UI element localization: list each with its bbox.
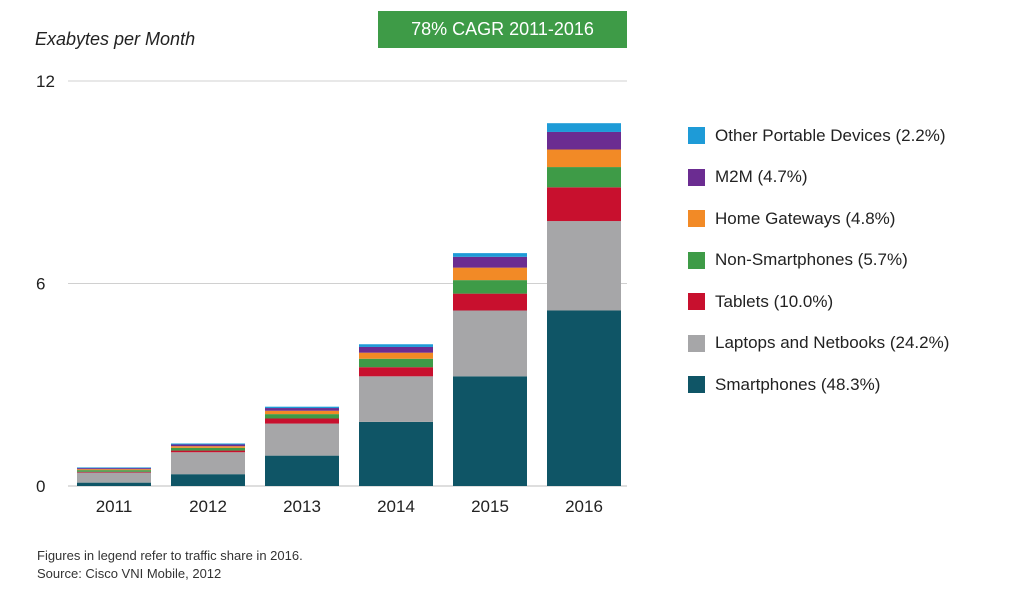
x-tick-label: 2011 xyxy=(96,497,133,516)
bar-segment xyxy=(453,253,527,257)
legend-label: Non-Smartphones (5.7%) xyxy=(715,250,908,270)
legend-label: Laptops and Netbooks (24.2%) xyxy=(715,333,950,353)
bar-segment xyxy=(171,474,245,486)
y-tick-label: 0 xyxy=(36,477,45,496)
bar-segment xyxy=(547,149,621,168)
legend: Other Portable Devices (2.2%) M2M (4.7%) H… xyxy=(688,115,949,406)
bar-segment xyxy=(77,468,151,470)
legend-item: Tablets (10.0%) xyxy=(688,281,949,323)
bar-segment xyxy=(265,406,339,409)
legend-item: Smartphones (48.3%) xyxy=(688,364,949,406)
bar-segment xyxy=(547,131,621,150)
bar-segment xyxy=(77,467,151,469)
bar-segment xyxy=(453,280,527,294)
x-tick-label: 2016 xyxy=(565,497,603,516)
bar-segment xyxy=(359,376,433,422)
x-tick-label: 2013 xyxy=(283,497,321,516)
legend-swatch xyxy=(688,168,705,186)
legend-label: Home Gateways (4.8%) xyxy=(715,208,896,228)
legend-swatch xyxy=(688,127,705,145)
bar-segment xyxy=(359,358,433,368)
legend-swatch xyxy=(688,293,705,311)
x-tick-label: 2012 xyxy=(189,497,227,516)
bar-segment xyxy=(359,421,433,486)
footnotes: Figures in legend refer to traffic share… xyxy=(37,547,303,583)
bar-segment xyxy=(547,167,621,188)
cagr-badge: 78% CAGR 2011-2016 xyxy=(378,11,627,48)
bar-segment xyxy=(77,469,151,471)
bar-segment xyxy=(171,444,245,447)
legend-swatch xyxy=(688,210,705,228)
bar-segment xyxy=(265,455,339,486)
bar-segment xyxy=(171,452,245,475)
legend-label: Other Portable Devices (2.2%) xyxy=(715,125,946,145)
bar-segment xyxy=(171,447,245,451)
bar-segment xyxy=(359,352,433,359)
footnote-source: Source: Cisco VNI Mobile, 2012 xyxy=(37,566,222,581)
legend-item: M2M (4.7%) xyxy=(688,157,949,199)
bar-segment xyxy=(359,346,433,353)
bar-segment xyxy=(77,472,151,483)
bar-segment xyxy=(547,310,621,486)
bar-segment xyxy=(547,187,621,222)
bar-segment xyxy=(547,123,621,132)
bar-segment xyxy=(453,267,527,281)
bar-segment xyxy=(77,471,151,473)
bar-segment xyxy=(359,344,433,347)
x-tick-label: 2014 xyxy=(377,497,415,516)
legend-label: Smartphones (48.3%) xyxy=(715,374,881,394)
bar-segment xyxy=(453,256,527,268)
bar-segment xyxy=(265,418,339,424)
bar-segment xyxy=(547,221,621,311)
legend-item: Home Gateways (4.8%) xyxy=(688,198,949,240)
y-tick-label: 12 xyxy=(36,72,55,91)
bar-segment xyxy=(265,408,339,411)
bar-segment xyxy=(171,446,245,448)
legend-swatch xyxy=(688,334,705,352)
legend-label: Tablets (10.0%) xyxy=(715,291,834,311)
bar-segment xyxy=(265,410,339,415)
y-axis-unit-label: Exabytes per Month xyxy=(35,29,196,49)
footnote-legend-share: Figures in legend refer to traffic share… xyxy=(37,548,303,563)
legend-swatch xyxy=(688,251,705,269)
bar-segment xyxy=(453,376,527,486)
bar-segment xyxy=(171,443,245,445)
legend-item: Other Portable Devices (2.2%) xyxy=(688,115,949,157)
legend-label: M2M (4.7%) xyxy=(715,167,808,187)
bar-segment xyxy=(453,310,527,377)
bar-segment xyxy=(453,293,527,311)
legend-item: Non-Smartphones (5.7%) xyxy=(688,240,949,282)
bar-segment xyxy=(265,423,339,456)
bar-segment xyxy=(265,414,339,419)
x-tick-label: 2015 xyxy=(471,497,509,516)
bar-segment xyxy=(77,482,151,486)
bar-segment xyxy=(77,470,151,472)
legend-swatch xyxy=(688,376,705,394)
bar-segment xyxy=(359,367,433,377)
legend-item: Laptops and Netbooks (24.2%) xyxy=(688,323,949,365)
y-tick-label: 6 xyxy=(36,275,45,294)
bar-segment xyxy=(171,450,245,453)
